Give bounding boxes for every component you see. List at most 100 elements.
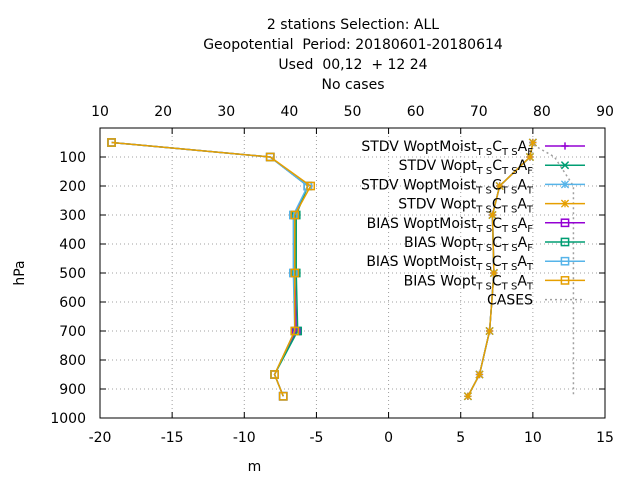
x2-tick-label: 50 xyxy=(344,104,362,120)
title-line-3: Used 00,12 + 12 24 xyxy=(278,57,428,73)
data-point xyxy=(560,180,570,189)
data-point xyxy=(560,199,570,208)
y-tick-label: 400 xyxy=(59,237,86,253)
x-tick-label: 15 xyxy=(596,430,614,446)
legend-label-part: STDV Wopt xyxy=(398,197,476,213)
series-line xyxy=(111,141,312,397)
data-point xyxy=(528,138,537,147)
x-tick-label: 10 xyxy=(524,430,542,446)
x2-tick-label: 30 xyxy=(217,104,235,120)
legend-label-part: T xyxy=(526,281,534,292)
x2-tick-label: 90 xyxy=(596,104,614,120)
legend-label-part: BIAS WoptMoist xyxy=(366,254,476,270)
data-point xyxy=(525,152,535,162)
legend-label-part: T xyxy=(526,262,534,273)
legend-label-part: T xyxy=(526,185,534,196)
series-8 xyxy=(107,138,316,401)
legend-label-part: A xyxy=(518,235,528,251)
legend-label-part: T S xyxy=(475,281,492,292)
series-line xyxy=(111,141,309,397)
legend-label: BIAS WoptMoistT SCT SAF xyxy=(367,216,534,235)
legend-label-part: A xyxy=(517,177,527,193)
legend-label: STDV WoptT SCT SAF xyxy=(399,158,534,177)
legend-label-part: T S xyxy=(476,166,493,177)
legend-label-part: T S xyxy=(501,281,518,292)
y-tick-label: 300 xyxy=(59,208,86,224)
y-tick-label: 800 xyxy=(59,353,86,369)
legend-label: BIAS WoptT SCT SAF xyxy=(404,235,533,254)
legend-label-part: T S xyxy=(501,224,518,235)
grid-lines xyxy=(100,128,605,418)
legend-label-part: A xyxy=(518,139,528,155)
legend-label-part: F xyxy=(527,243,533,254)
data-point xyxy=(560,237,570,247)
data-point xyxy=(495,181,504,191)
data-point xyxy=(107,138,116,147)
x-tick-label: -5 xyxy=(309,430,323,446)
legend-label-part: T S xyxy=(501,262,518,273)
legend-label: BIAS WoptMoistT SCT SAT xyxy=(366,254,534,273)
x2-axis: 10 20 30 40 50 60 70 80 90 xyxy=(91,104,614,120)
legend-label-part: BIAS WoptMoist xyxy=(367,216,477,232)
x-axis: -20 -15 -10 -5 0 5 10 15 xyxy=(89,128,614,446)
y-axis-label: hPa xyxy=(12,260,28,285)
data-point xyxy=(290,326,300,336)
x-tick-label: -15 xyxy=(161,430,184,446)
legend-label: STDV WoptMoistT SCT SAF xyxy=(361,139,533,158)
y-tick-label: 900 xyxy=(59,382,86,398)
legend-label-part: C xyxy=(492,254,502,270)
data-point xyxy=(560,218,570,228)
data-point xyxy=(560,161,570,170)
legend-label-part: T xyxy=(526,205,534,216)
x-tick-label: -20 xyxy=(89,430,112,446)
x2-tick-label: 40 xyxy=(280,104,298,120)
data-point xyxy=(463,392,472,401)
y-tick-label: 1000 xyxy=(50,411,86,427)
data-point xyxy=(560,276,570,285)
legend-label-part: BIAS Wopt xyxy=(404,235,477,251)
legend-label-part: F xyxy=(527,166,533,177)
legend-label-part: C xyxy=(492,273,502,289)
series-4 xyxy=(463,138,537,401)
x-tick-label: 5 xyxy=(456,430,465,446)
y-tick-label: 600 xyxy=(59,295,86,311)
data-point xyxy=(561,142,569,150)
legend-label-part: C xyxy=(492,177,502,193)
legend-label-part: C xyxy=(492,139,502,155)
legend-label-part: C xyxy=(492,158,502,174)
legend-label-part: T S xyxy=(501,185,518,196)
data-point xyxy=(475,370,484,379)
y-tick-label: 200 xyxy=(59,179,86,195)
legend-label: STDV WoptMoistT SCT SAT xyxy=(361,177,534,196)
data-point xyxy=(485,326,494,336)
data-point xyxy=(265,152,275,162)
legend-label-part: BIAS Wopt xyxy=(404,273,477,289)
legend-label-part: A xyxy=(518,158,528,174)
data-point xyxy=(488,210,497,220)
cases-line xyxy=(528,141,575,397)
legend-label-part: T S xyxy=(501,243,518,254)
series-group xyxy=(107,138,537,401)
legend-label-part: T S xyxy=(475,205,492,216)
x2-tick-label: 20 xyxy=(154,104,172,120)
legend-label-part: A xyxy=(517,197,527,213)
x2-tick-label: 10 xyxy=(91,104,109,120)
legend-label-part: F xyxy=(527,224,533,235)
legend-label-part: T S xyxy=(475,262,492,273)
title-line-4: No cases xyxy=(321,77,385,93)
legend-label-part: A xyxy=(517,273,527,289)
x2-tick-label: 70 xyxy=(470,104,488,120)
legend-label-part: F xyxy=(527,147,533,158)
x-tick-label: 0 xyxy=(384,430,393,446)
legend-label: BIAS WoptT SCT SAT xyxy=(404,273,534,292)
legend-label-part: T S xyxy=(475,185,492,196)
series-line xyxy=(467,142,534,397)
x-axis-label: m xyxy=(248,459,262,475)
title-line-2: Geopotential Period: 20180601-20180614 xyxy=(203,37,503,53)
y-tick-label: 500 xyxy=(59,266,86,282)
data-point xyxy=(270,370,279,379)
data-point xyxy=(560,256,570,266)
data-point xyxy=(278,391,288,401)
legend-label-part: C xyxy=(492,235,502,251)
